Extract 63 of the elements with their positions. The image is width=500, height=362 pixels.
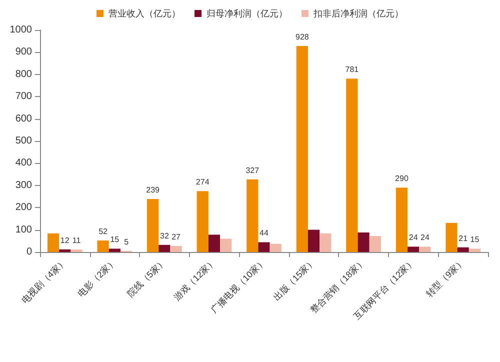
x-tick-label: 转型（9家） [424,256,467,299]
x-tick-label: 电视剧（4家） [20,256,68,306]
data-label: 15 [110,235,120,244]
data-label: 52 [98,226,108,236]
bar [108,248,120,252]
data-label: 11 [72,236,82,246]
data-label: 24 [420,233,430,242]
bar [246,179,258,252]
data-label: 274 [196,178,210,187]
data-label: 327 [246,166,260,175]
bar [308,230,320,252]
y-tick-label: 600 [15,113,32,124]
bar [147,198,159,252]
y-tick-label: 700 [15,91,32,102]
bar [369,236,381,252]
bar [270,244,282,252]
y-tick-label: 900 [15,46,32,58]
bar [97,240,109,252]
legend-label: 扣非后净利润（亿元） [312,8,404,18]
legend-label: 营业收入（亿元） [108,8,180,18]
data-label: 24 [408,233,418,242]
bar [158,244,170,252]
x-tick-label: 出版（15家） [271,256,318,302]
data-label: 928 [295,32,310,42]
bar [170,246,182,252]
x-tick-label: 院线（5家） [126,256,168,299]
data-label: 5 [124,237,130,246]
data-label: 15 [470,235,480,244]
bar [396,188,408,252]
legend-label: 归母净利润（亿元） [206,8,288,18]
data-label: 32 [160,231,170,240]
bar [408,246,420,252]
bar [196,191,208,252]
data-label: 781 [345,65,360,74]
x-tick-label: 电影（2家） [76,256,118,299]
bar [296,46,308,252]
data-label: 44 [260,228,269,238]
bar [258,242,270,252]
x-tick-label: 游戏（12家） [172,256,218,302]
bar [358,232,370,252]
bar [419,246,431,252]
bar [457,247,469,252]
data-label: 239 [146,185,160,194]
bar [320,233,332,252]
data-label: 27 [172,232,182,242]
bar [59,249,71,252]
data-label: 290 [395,174,409,184]
y-tick-label: 0 [26,246,32,258]
y-tick-label: 1000 [10,24,32,36]
y-tick-label: 500 [15,136,32,146]
y-tick-label: 200 [15,202,32,214]
bar [446,222,458,252]
y-tick-label: 800 [15,68,32,80]
bar [346,78,358,252]
bar [208,234,220,252]
y-tick-label: 100 [15,224,32,236]
bar [220,238,232,252]
y-tick-label: 400 [15,158,32,169]
data-label: 21 [458,234,468,243]
y-tick-label: 300 [15,180,32,191]
bar [47,233,60,252]
data-label: 12 [60,236,70,245]
bar [468,248,481,252]
